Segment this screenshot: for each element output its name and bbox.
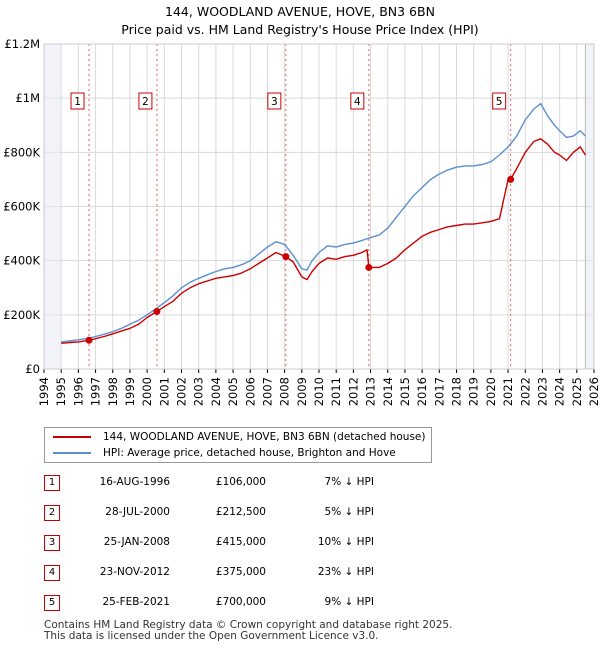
y-tick-label: £1M bbox=[15, 91, 40, 105]
x-tick-label: 1996 bbox=[71, 377, 85, 406]
sale-number-badge: 5 bbox=[44, 595, 60, 611]
sale-date: 16-AUG-1996 bbox=[99, 476, 170, 488]
sale-number-badge: 1 bbox=[44, 475, 60, 491]
sale-number-badge: 4 bbox=[44, 565, 60, 581]
x-tick-label: 2016 bbox=[415, 377, 429, 406]
footer: Contains HM Land Registry data © Crown c… bbox=[44, 620, 452, 642]
sale-date: 25-JAN-2008 bbox=[103, 536, 170, 548]
y-tick-label: £600K bbox=[3, 200, 40, 214]
chart-legend: 144, WOODLAND AVENUE, HOVE, BN3 6BN (det… bbox=[44, 427, 432, 463]
x-tick-label: 2021 bbox=[501, 377, 515, 406]
y-tick-label: £200K bbox=[3, 308, 40, 322]
sale-hpi-diff: 9% ↓ HPI bbox=[324, 596, 374, 608]
x-tick-label: 1995 bbox=[54, 377, 68, 406]
plot-frame bbox=[43, 43, 595, 370]
sale-number-badge: 2 bbox=[44, 505, 60, 521]
x-tick-label: 2004 bbox=[209, 377, 223, 406]
x-tick-label: 1997 bbox=[89, 377, 103, 406]
sale-price: £700,000 bbox=[215, 596, 266, 608]
x-tick-label: 2025 bbox=[570, 377, 584, 406]
footer-copyright: Contains HM Land Registry data © Crown c… bbox=[44, 619, 453, 631]
sale-row: 2 28-JUL-2000 £212,500 5% ↓ HPI bbox=[44, 505, 444, 521]
sale-hpi-diff: 7% ↓ HPI bbox=[324, 476, 374, 488]
sale-point bbox=[85, 336, 93, 344]
sale-point bbox=[365, 263, 373, 271]
sale-row: 1 16-AUG-1996 £106,000 7% ↓ HPI bbox=[44, 475, 444, 491]
x-tick-label: 1999 bbox=[123, 377, 137, 406]
x-tick-label: 2009 bbox=[295, 377, 309, 406]
sale-point bbox=[282, 253, 290, 261]
sale-hpi-diff: 23% ↓ HPI bbox=[317, 566, 374, 578]
sale-hpi-diff: 10% ↓ HPI bbox=[317, 536, 374, 548]
chart-subtitle: Price paid vs. HM Land Registry's House … bbox=[121, 22, 479, 37]
x-tick-label: 2017 bbox=[432, 377, 446, 406]
x-tick-label: 2000 bbox=[140, 377, 154, 406]
legend-label-hpi: HPI: Average price, detached house, Brig… bbox=[103, 447, 396, 459]
price-chart: 1 2 3 4 5 £0 £200K £400K £600K £800K £1M £1.2M 1994… bbox=[3, 37, 600, 406]
legend-item-property: 144, WOODLAND AVENUE, HOVE, BN3 6BN (det… bbox=[53, 429, 426, 445]
x-tick-label: 2008 bbox=[278, 377, 292, 406]
future-shading bbox=[585, 44, 594, 369]
x-tick-label: 2014 bbox=[381, 377, 395, 406]
y-tick-label: £1.2M bbox=[4, 37, 40, 51]
sale-hpi-diff: 5% ↓ HPI bbox=[324, 506, 374, 518]
sale-marker-label: 2 bbox=[142, 96, 149, 108]
sale-marker-label: 1 bbox=[74, 96, 81, 108]
x-tick-label: 2020 bbox=[484, 377, 498, 406]
sale-marker-label: 4 bbox=[354, 96, 361, 108]
x-tick-label: 2018 bbox=[450, 377, 464, 406]
sale-marker-box bbox=[138, 92, 153, 110]
x-tick-label: 1994 bbox=[37, 377, 51, 406]
x-tick-label: 2022 bbox=[518, 377, 532, 406]
x-tick-label: 2007 bbox=[260, 377, 274, 406]
legend-item-hpi: HPI: Average price, detached house, Brig… bbox=[53, 445, 396, 461]
x-tick-label: 2001 bbox=[157, 377, 171, 406]
x-tick-label: 2010 bbox=[312, 377, 326, 406]
x-tick-label: 2023 bbox=[535, 377, 549, 406]
legend-swatch-hpi bbox=[53, 452, 91, 454]
sale-point bbox=[153, 307, 161, 315]
x-tick-label: 2006 bbox=[243, 377, 257, 406]
sale-date: 28-JUL-2000 bbox=[105, 506, 170, 518]
sale-row: 3 25-JAN-2008 £415,000 10% ↓ HPI bbox=[44, 535, 444, 551]
chart-title-block: 144, WOODLAND AVENUE, HOVE, BN3 6BN Pric… bbox=[0, 3, 600, 39]
x-tick-label: 1998 bbox=[106, 377, 120, 406]
y-tick-label: £400K bbox=[3, 254, 40, 268]
sale-price: £415,000 bbox=[215, 536, 266, 548]
sale-price: £375,000 bbox=[215, 566, 266, 578]
x-tick-label: 2005 bbox=[226, 377, 240, 406]
sale-marker-label: 3 bbox=[271, 96, 278, 108]
legend-swatch-property bbox=[53, 436, 91, 438]
x-tick-label: 2013 bbox=[364, 377, 378, 406]
pre-data-shading bbox=[44, 44, 62, 369]
chart-title: 144, WOODLAND AVENUE, HOVE, BN3 6BN bbox=[165, 4, 435, 19]
sale-price: £106,000 bbox=[215, 476, 266, 488]
x-tick-label: 2026 bbox=[587, 377, 600, 406]
hpi-line bbox=[61, 102, 586, 343]
y-tick-label: £0 bbox=[25, 362, 40, 376]
y-tick-label: £800K bbox=[3, 145, 40, 159]
x-tick-label: 2002 bbox=[175, 377, 189, 406]
x-tick-label: 2003 bbox=[192, 377, 206, 406]
x-tick-label: 2011 bbox=[329, 377, 343, 406]
sale-row: 4 23-NOV-2012 £375,000 23% ↓ HPI bbox=[44, 565, 444, 581]
sale-marker-box bbox=[267, 92, 282, 110]
x-tick-label: 2015 bbox=[398, 377, 412, 406]
x-tick-label: 2019 bbox=[467, 377, 481, 406]
sale-marker-box bbox=[70, 92, 85, 110]
sale-date: 25-FEB-2021 bbox=[102, 596, 170, 608]
x-tick-label: 2012 bbox=[346, 377, 360, 406]
sale-date: 23-NOV-2012 bbox=[99, 566, 170, 578]
sale-number-badge: 3 bbox=[44, 535, 60, 551]
x-tick-label: 2024 bbox=[553, 377, 567, 406]
sale-marker-label: 5 bbox=[496, 96, 503, 108]
footer-licence: This data is licensed under the Open Gov… bbox=[44, 630, 379, 642]
sale-row: 5 25-FEB-2021 £700,000 9% ↓ HPI bbox=[44, 595, 444, 611]
sale-price: £212,500 bbox=[215, 506, 266, 518]
sale-marker-box bbox=[492, 92, 507, 110]
sale-point bbox=[507, 175, 515, 183]
sale-marker-box bbox=[350, 92, 365, 110]
legend-label-property: 144, WOODLAND AVENUE, HOVE, BN3 6BN (det… bbox=[103, 431, 426, 443]
